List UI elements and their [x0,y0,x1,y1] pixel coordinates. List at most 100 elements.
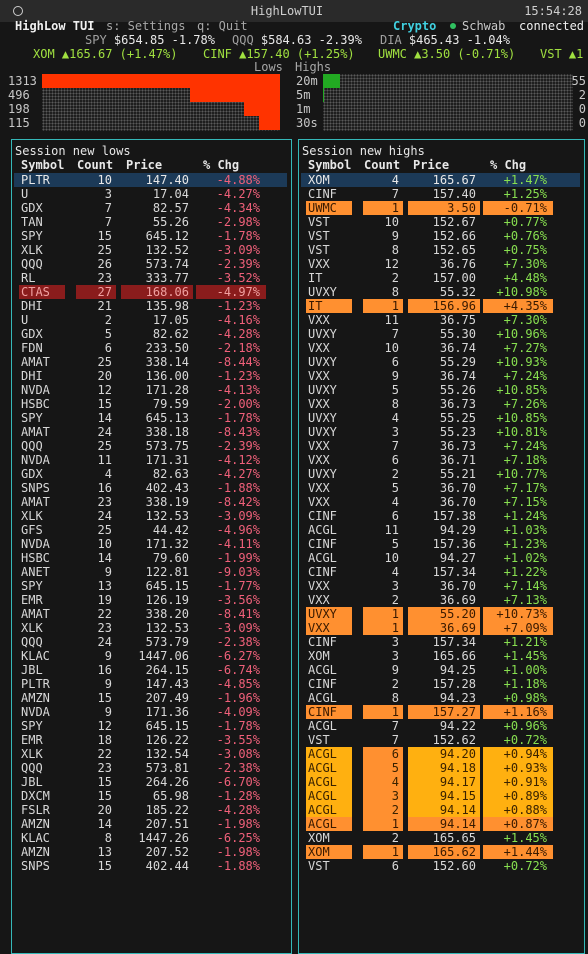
count: 12 [384,257,399,271]
watch-change: (-0.71%) [457,47,516,61]
price: 55.29 [439,355,476,369]
count: 7 [391,327,399,341]
change: -4.97% [216,285,260,299]
cell-highlight [363,705,403,719]
change: -1.78% [216,411,260,425]
change: +10.93% [496,355,547,369]
change: -2.18% [216,341,260,355]
symbol: ACGL [308,747,337,761]
count: 22 [97,747,112,761]
price: 165.67 [432,173,476,187]
count: 1 [391,817,399,831]
price: 55.26 [152,215,189,229]
change: -8.43% [216,425,260,439]
symbol: PLTR [21,677,50,691]
change: +10.85% [496,383,547,397]
change: +0.94% [503,747,547,761]
symbol: CINF [308,565,337,579]
symbol: SPY [21,719,43,733]
price: 152.66 [432,229,476,243]
symbol: AMAT [21,607,50,621]
symbol: TAN [21,215,43,229]
cell-highlight [408,761,480,775]
cell-highlight [363,817,403,831]
count: 26 [97,257,112,271]
price: 94.23 [439,691,476,705]
change: -3.08% [216,747,260,761]
count: 6 [391,355,399,369]
change: +1.45% [503,831,547,845]
panel-title: Session new lows [15,144,131,158]
highs-count: 55 [571,74,586,88]
price: 338.20 [145,607,189,621]
symbol: VST [308,859,330,873]
change: +7.13% [503,593,547,607]
price: 573.74 [145,257,189,271]
count: 3 [391,789,399,803]
symbol: VST [308,215,330,229]
count: 8 [104,831,112,845]
change: +10.73% [496,607,547,621]
change: +0.72% [503,859,547,873]
count: 1 [391,201,399,215]
count: 24 [97,635,112,649]
window-title: HighLowTUI [250,4,324,18]
change: +7.09% [503,621,547,635]
lows-bar [244,102,280,116]
count: 2 [391,593,399,607]
symbol: AMAT [21,425,50,439]
cell-highlight [483,607,553,621]
symbol: RL [21,271,36,285]
price: 36.69 [439,593,476,607]
count: 7 [391,733,399,747]
count: 15 [97,789,112,803]
cell-highlight [306,803,352,817]
change: -4.85% [216,677,260,691]
symbol: VXX [308,453,330,467]
price: 645.15 [145,719,189,733]
symbol: JBL [21,775,43,789]
change: +1.18% [503,677,547,691]
cell-highlight [483,747,553,761]
price: 165.66 [432,649,476,663]
cell-highlight [483,775,553,789]
panel-title: Session new highs [302,144,425,158]
cell-highlight [306,789,352,803]
change: -3.56% [216,593,260,607]
symbol: VXX [308,495,330,509]
symbol: VXX [308,439,330,453]
symbol: QQQ [21,635,43,649]
change: +0.98% [503,691,547,705]
count: 27 [97,285,112,299]
change: -6.25% [216,831,260,845]
cell-highlight [483,761,553,775]
change: +0.96% [503,719,547,733]
symbol: ACGL [308,663,337,677]
count: 22 [97,607,112,621]
symbol: EMR [21,593,43,607]
change: -3.09% [216,621,260,635]
symbol: VXX [308,397,330,411]
count: 4 [391,411,399,425]
symbol: KLAC [21,649,50,663]
symbol: AMZN [21,845,50,859]
cell-highlight [483,789,553,803]
change: -1.98% [216,845,260,859]
change: -4.27% [216,467,260,481]
price: 157.34 [432,635,476,649]
symbol: GFS [21,523,43,537]
cell-highlight [408,789,480,803]
change: -2.98% [216,215,260,229]
price: 333.77 [145,271,189,285]
count: 10 [384,341,399,355]
watch-price: ▲157.40 [239,47,290,61]
index-price: $654.85 [113,33,165,47]
count: 25 [97,439,112,453]
symbol: VXX [308,579,330,593]
count: 3 [391,635,399,649]
count: 16 [97,663,112,677]
change: -1.96% [216,691,260,705]
change: -3.09% [216,243,260,257]
symbol: FDN [21,341,43,355]
symbol: ACGL [308,789,337,803]
